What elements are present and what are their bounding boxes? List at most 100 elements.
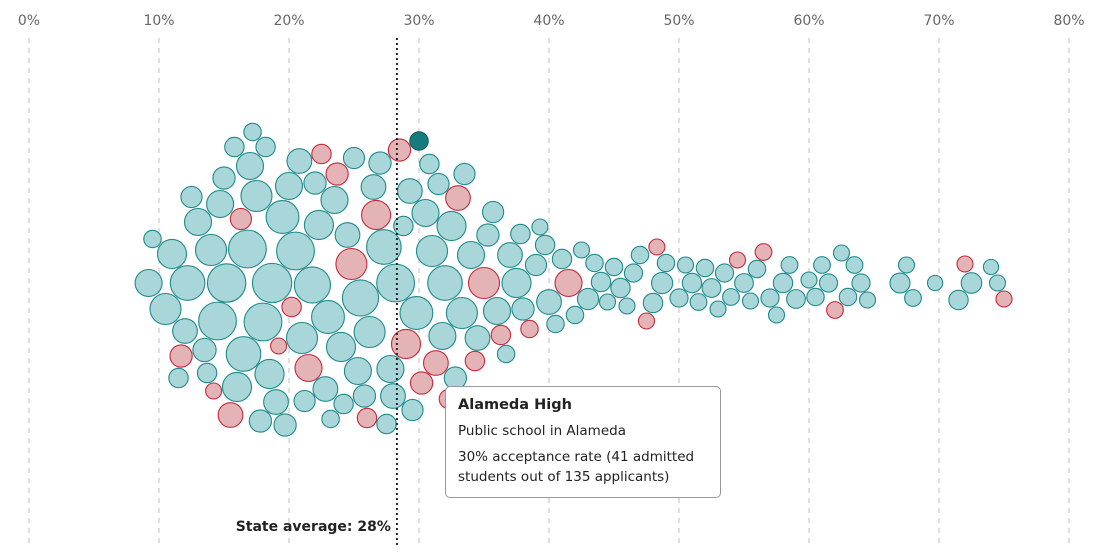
school-bubble[interactable] xyxy=(510,223,531,245)
school-bubble[interactable] xyxy=(481,200,505,224)
school-bubble[interactable] xyxy=(709,300,727,318)
school-bubble[interactable] xyxy=(274,171,304,201)
school-bubble[interactable] xyxy=(714,263,735,283)
school-bubble[interactable] xyxy=(217,402,244,428)
school-bubble[interactable] xyxy=(467,266,501,300)
school-bubble[interactable] xyxy=(988,274,1007,292)
school-bubble[interactable] xyxy=(464,350,486,372)
school-bubble[interactable] xyxy=(334,222,361,248)
school-bubble[interactable] xyxy=(511,297,535,321)
school-bubble[interactable] xyxy=(464,325,491,351)
school-bubble[interactable] xyxy=(747,259,767,279)
school-bubble[interactable] xyxy=(806,287,825,307)
school-bubble[interactable] xyxy=(536,289,562,315)
school-bubble[interactable] xyxy=(585,253,604,273)
school-bubble[interactable] xyxy=(286,148,313,174)
school-bubble[interactable] xyxy=(206,263,247,303)
school-bubble[interactable] xyxy=(320,185,349,215)
school-bubble[interactable] xyxy=(254,358,285,390)
school-bubble[interactable] xyxy=(427,172,450,196)
school-bubble[interactable] xyxy=(353,315,386,349)
school-bubble[interactable] xyxy=(169,344,193,368)
school-bubble[interactable] xyxy=(456,240,486,270)
school-bubble[interactable] xyxy=(760,288,780,308)
school-bubble[interactable] xyxy=(255,136,276,158)
school-bubble[interactable] xyxy=(838,287,858,307)
school-bubble[interactable] xyxy=(534,234,556,256)
school-bubble[interactable] xyxy=(265,200,300,234)
school-bubble[interactable] xyxy=(681,272,703,294)
school-bubble[interactable] xyxy=(169,265,206,301)
school-bubble[interactable] xyxy=(376,413,397,435)
school-bubble[interactable] xyxy=(251,262,293,304)
school-bubble[interactable] xyxy=(134,268,163,298)
school-bubble[interactable] xyxy=(422,350,449,376)
school-bubble[interactable] xyxy=(948,289,969,311)
school-bubble[interactable] xyxy=(734,273,754,293)
school-bubble[interactable] xyxy=(576,287,600,311)
school-bubble[interactable] xyxy=(551,248,573,270)
school-bubble[interactable] xyxy=(531,218,549,236)
school-bubble[interactable] xyxy=(995,290,1013,308)
school-bubble[interactable] xyxy=(376,354,405,384)
school-bubble[interactable] xyxy=(650,271,674,295)
school-bubble[interactable] xyxy=(342,146,366,170)
school-bubble[interactable] xyxy=(642,292,664,314)
school-bubble[interactable] xyxy=(390,328,422,360)
school-bubble[interactable] xyxy=(335,247,368,281)
school-bubble[interactable] xyxy=(311,143,332,165)
school-bubble[interactable] xyxy=(772,272,794,294)
school-bubble[interactable] xyxy=(926,274,944,292)
school-bubble[interactable] xyxy=(956,255,974,273)
school-bubble[interactable] xyxy=(180,185,203,209)
school-bubble[interactable] xyxy=(243,302,283,342)
school-bubble[interactable] xyxy=(411,198,440,228)
school-bubble[interactable] xyxy=(497,242,523,268)
school-bubble[interactable] xyxy=(572,241,591,259)
school-bubble[interactable] xyxy=(243,122,262,142)
school-bubble[interactable] xyxy=(376,263,416,303)
school-bubble[interactable] xyxy=(380,383,406,409)
school-bubble[interactable] xyxy=(303,209,334,241)
school-bubble[interactable] xyxy=(490,324,512,346)
school-bubble[interactable] xyxy=(248,409,273,433)
school-bubble[interactable] xyxy=(366,229,402,265)
school-bubble[interactable] xyxy=(206,189,235,219)
school-bubble[interactable] xyxy=(598,293,617,311)
school-bubble[interactable] xyxy=(722,288,740,306)
school-bubble[interactable] xyxy=(695,258,715,278)
school-bubble[interactable] xyxy=(172,318,198,344)
school-bubble[interactable] xyxy=(341,279,380,317)
school-bubble[interactable] xyxy=(212,166,236,190)
school-bubble[interactable] xyxy=(229,207,253,231)
school-bubble[interactable] xyxy=(501,267,532,299)
school-bubble[interactable] xyxy=(270,337,288,355)
school-bubble[interactable] xyxy=(436,210,467,242)
school-bubble[interactable] xyxy=(546,314,565,334)
highlighted-school-bubble[interactable] xyxy=(409,131,429,151)
school-bubble[interactable] xyxy=(325,331,357,363)
school-bubble[interactable] xyxy=(482,296,512,326)
school-bubble[interactable] xyxy=(754,243,773,261)
school-bubble[interactable] xyxy=(343,356,372,386)
school-bubble[interactable] xyxy=(445,185,471,211)
school-bubble[interactable] xyxy=(741,292,760,310)
school-bubble[interactable] xyxy=(982,258,1000,276)
school-bubble[interactable] xyxy=(143,229,162,249)
school-bubble[interactable] xyxy=(196,362,218,384)
school-bubble[interactable] xyxy=(689,293,708,311)
school-bubble[interactable] xyxy=(293,389,316,413)
school-bubble[interactable] xyxy=(227,229,267,269)
school-bubble[interactable] xyxy=(520,319,539,339)
school-bubble[interactable] xyxy=(294,353,323,383)
school-bubble[interactable] xyxy=(311,300,345,334)
school-bubble[interactable] xyxy=(205,382,223,400)
school-bubble[interactable] xyxy=(401,398,424,422)
school-bubble[interactable] xyxy=(780,256,799,274)
school-bubble[interactable] xyxy=(445,296,478,330)
school-bubble[interactable] xyxy=(312,376,339,402)
school-bubble[interactable] xyxy=(235,151,265,181)
school-bubble[interactable] xyxy=(669,288,689,308)
school-bubble[interactable] xyxy=(786,289,806,309)
school-bubble[interactable] xyxy=(453,162,476,186)
